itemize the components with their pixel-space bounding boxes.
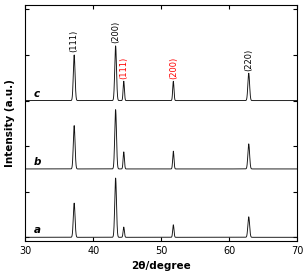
Text: (200): (200): [111, 21, 120, 43]
Text: (111): (111): [70, 30, 79, 52]
Text: (111): (111): [119, 57, 128, 79]
Text: a: a: [34, 225, 40, 235]
Text: c: c: [34, 89, 39, 99]
Text: (220): (220): [244, 49, 253, 71]
X-axis label: 2θ/degree: 2θ/degree: [131, 261, 191, 271]
Text: (200): (200): [169, 57, 178, 79]
Y-axis label: Intensity (a.u.): Intensity (a.u.): [5, 79, 15, 167]
Text: b: b: [34, 157, 41, 167]
